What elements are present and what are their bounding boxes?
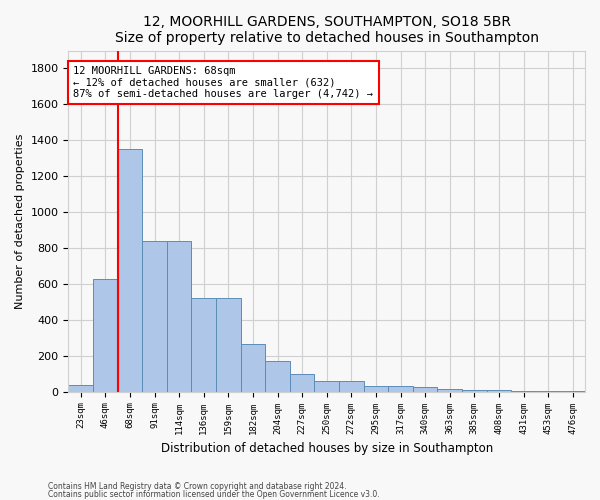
- Bar: [437, 389, 462, 392]
- Text: Contains HM Land Registry data © Crown copyright and database right 2024.: Contains HM Land Registry data © Crown c…: [48, 482, 347, 491]
- Bar: [241, 344, 265, 392]
- Bar: [265, 361, 290, 392]
- Bar: [216, 298, 241, 392]
- Bar: [314, 381, 339, 392]
- Bar: [142, 241, 167, 392]
- Bar: [118, 150, 142, 392]
- Bar: [462, 390, 487, 392]
- Bar: [413, 387, 437, 392]
- Bar: [290, 374, 314, 392]
- Bar: [167, 241, 191, 392]
- Bar: [511, 391, 536, 392]
- Bar: [536, 391, 560, 392]
- Bar: [93, 278, 118, 392]
- Bar: [364, 386, 388, 392]
- Y-axis label: Number of detached properties: Number of detached properties: [15, 134, 25, 309]
- Bar: [560, 391, 585, 392]
- Text: 12 MOORHILL GARDENS: 68sqm
← 12% of detached houses are smaller (632)
87% of sem: 12 MOORHILL GARDENS: 68sqm ← 12% of deta…: [73, 66, 373, 99]
- Bar: [191, 298, 216, 392]
- Text: Contains public sector information licensed under the Open Government Licence v3: Contains public sector information licen…: [48, 490, 380, 499]
- Bar: [339, 381, 364, 392]
- Title: 12, MOORHILL GARDENS, SOUTHAMPTON, SO18 5BR
Size of property relative to detache: 12, MOORHILL GARDENS, SOUTHAMPTON, SO18 …: [115, 15, 539, 45]
- X-axis label: Distribution of detached houses by size in Southampton: Distribution of detached houses by size …: [161, 442, 493, 455]
- Bar: [388, 386, 413, 392]
- Bar: [68, 384, 93, 392]
- Bar: [487, 390, 511, 392]
